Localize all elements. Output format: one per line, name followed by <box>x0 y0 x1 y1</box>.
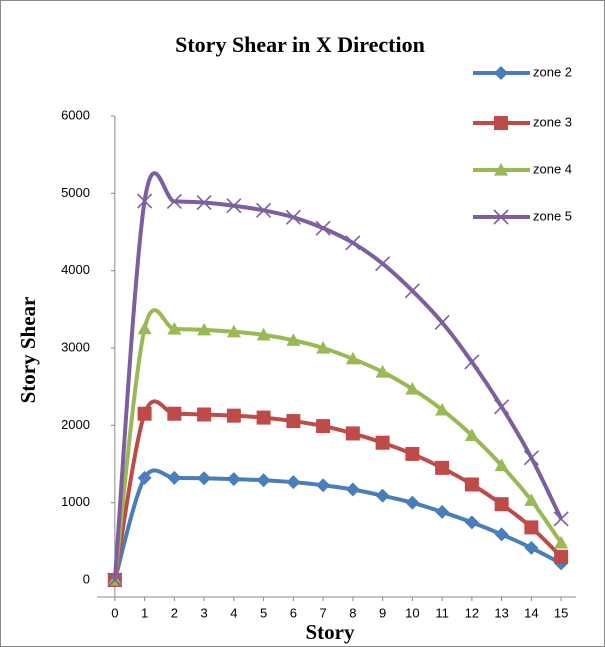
marker <box>345 235 361 251</box>
marker <box>494 399 510 415</box>
marker <box>405 446 420 461</box>
marker <box>107 572 123 588</box>
legend-label: zone 4 <box>533 161 572 176</box>
marker <box>554 535 569 549</box>
marker <box>554 549 569 564</box>
marker <box>226 198 242 214</box>
marker <box>464 515 479 530</box>
x-tick-label: 3 <box>200 605 207 620</box>
marker <box>494 497 509 512</box>
marker <box>226 472 241 487</box>
marker <box>256 327 271 341</box>
x-tick-label: 13 <box>494 605 508 620</box>
marker <box>137 470 152 485</box>
marker <box>435 402 450 416</box>
marker <box>494 458 509 472</box>
marker <box>405 381 420 395</box>
marker <box>435 460 450 475</box>
marker <box>494 66 508 80</box>
marker <box>345 482 360 497</box>
marker <box>137 321 152 335</box>
marker <box>316 419 331 434</box>
marker <box>464 428 479 441</box>
x-tick-label: 9 <box>379 605 386 620</box>
marker <box>286 414 301 429</box>
marker <box>405 495 420 510</box>
marker <box>285 209 301 225</box>
x-tick-label: 11 <box>435 605 449 620</box>
y-tick-label: 2000 <box>61 417 90 432</box>
x-tick-label: 7 <box>319 605 326 620</box>
x-tick-label: 4 <box>230 605 237 620</box>
marker <box>464 354 480 370</box>
marker <box>167 406 182 421</box>
x-tick-label: 2 <box>171 605 178 620</box>
y-axis-title: Story Shear <box>16 297 40 404</box>
marker <box>345 351 360 365</box>
marker <box>316 478 331 493</box>
marker <box>197 322 212 336</box>
marker <box>167 470 182 485</box>
marker <box>494 116 508 130</box>
marker <box>256 202 272 218</box>
marker <box>524 540 539 555</box>
marker <box>315 220 331 236</box>
x-tick-label: 5 <box>260 605 267 620</box>
marker <box>375 435 390 450</box>
x-tick-label: 0 <box>111 605 118 620</box>
series-line <box>112 171 563 581</box>
marker <box>167 322 182 335</box>
x-tick-label: 14 <box>524 605 538 620</box>
marker <box>404 283 420 299</box>
marker <box>226 408 241 423</box>
y-tick-label: 0 <box>83 571 90 586</box>
marker <box>375 488 390 503</box>
marker <box>524 520 539 535</box>
marker <box>226 324 241 338</box>
y-tick-label: 1000 <box>61 494 90 509</box>
marker <box>553 511 569 527</box>
marker <box>196 195 212 211</box>
x-axis-title: Story <box>306 620 355 644</box>
marker <box>256 473 271 488</box>
marker <box>197 407 212 422</box>
marker <box>137 193 153 209</box>
marker <box>493 209 509 225</box>
y-tick-label: 4000 <box>61 262 90 277</box>
legend-label: zone 5 <box>533 208 572 223</box>
x-tick-label: 8 <box>349 605 356 620</box>
y-tick-label: 6000 <box>61 107 90 122</box>
x-tick-label: 6 <box>290 605 297 620</box>
legend-label: zone 2 <box>533 64 572 79</box>
marker <box>494 163 508 176</box>
marker <box>375 364 390 378</box>
marker <box>375 256 391 272</box>
marker <box>166 193 182 210</box>
x-tick-label: 1 <box>141 605 148 620</box>
x-tick-label: 10 <box>405 605 419 620</box>
chart-title: Story Shear in X Direction <box>175 32 425 57</box>
marker <box>523 450 539 466</box>
marker <box>434 314 450 331</box>
marker <box>345 426 360 441</box>
legend-label: zone 3 <box>533 114 572 129</box>
marker <box>464 477 479 492</box>
marker <box>286 475 301 490</box>
marker <box>137 406 152 421</box>
marker <box>286 333 301 346</box>
marker <box>256 410 271 425</box>
x-tick-label: 12 <box>465 605 479 620</box>
x-tick-label: 15 <box>554 605 568 620</box>
y-tick-label: 5000 <box>61 185 90 200</box>
marker <box>316 340 331 354</box>
marker <box>494 527 509 542</box>
marker <box>524 493 539 506</box>
marker <box>435 504 450 519</box>
y-tick-label: 3000 <box>61 339 90 354</box>
marker <box>197 471 212 486</box>
